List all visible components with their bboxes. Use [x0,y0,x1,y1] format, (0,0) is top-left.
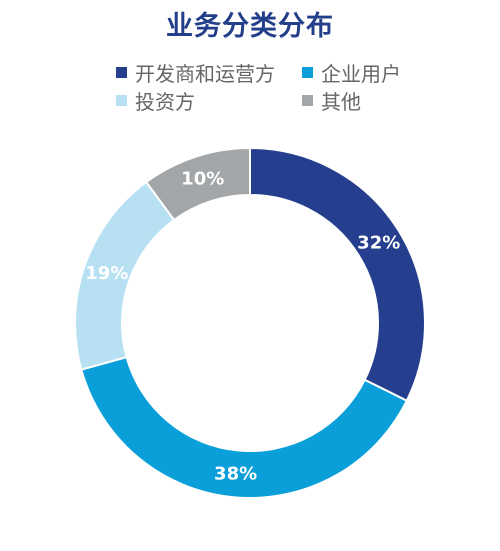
legend-label-other: 其他 [321,90,361,114]
slice-label-other: 10% [181,169,224,190]
slice-label-investor: 19% [85,263,128,284]
legend-swatch-investor [116,95,127,106]
donut-slice-enterprise [80,355,409,499]
slice-label-enterprise: 38% [214,463,257,484]
donut-slice-developer [249,146,426,403]
legend-swatch-other [302,95,313,106]
legend-swatch-enterprise [302,67,313,78]
legend-label-investor: 投资方 [135,90,195,114]
legend-label-developer: 开发商和运营方 [135,62,275,86]
slice-label-developer: 32% [357,233,400,254]
chart-title: 业务分类分布 [166,11,334,42]
legend-item-investor: 投资方 [116,86,195,115]
donut-slice-other [144,146,251,222]
legend-label-enterprise: 企业用户 [321,62,401,86]
legend-item-enterprise: 企业用户 [302,58,401,87]
legend-swatch-developer [116,67,127,78]
legend-item-other: 其他 [302,86,361,115]
legend-item-developer: 开发商和运营方 [116,58,275,87]
